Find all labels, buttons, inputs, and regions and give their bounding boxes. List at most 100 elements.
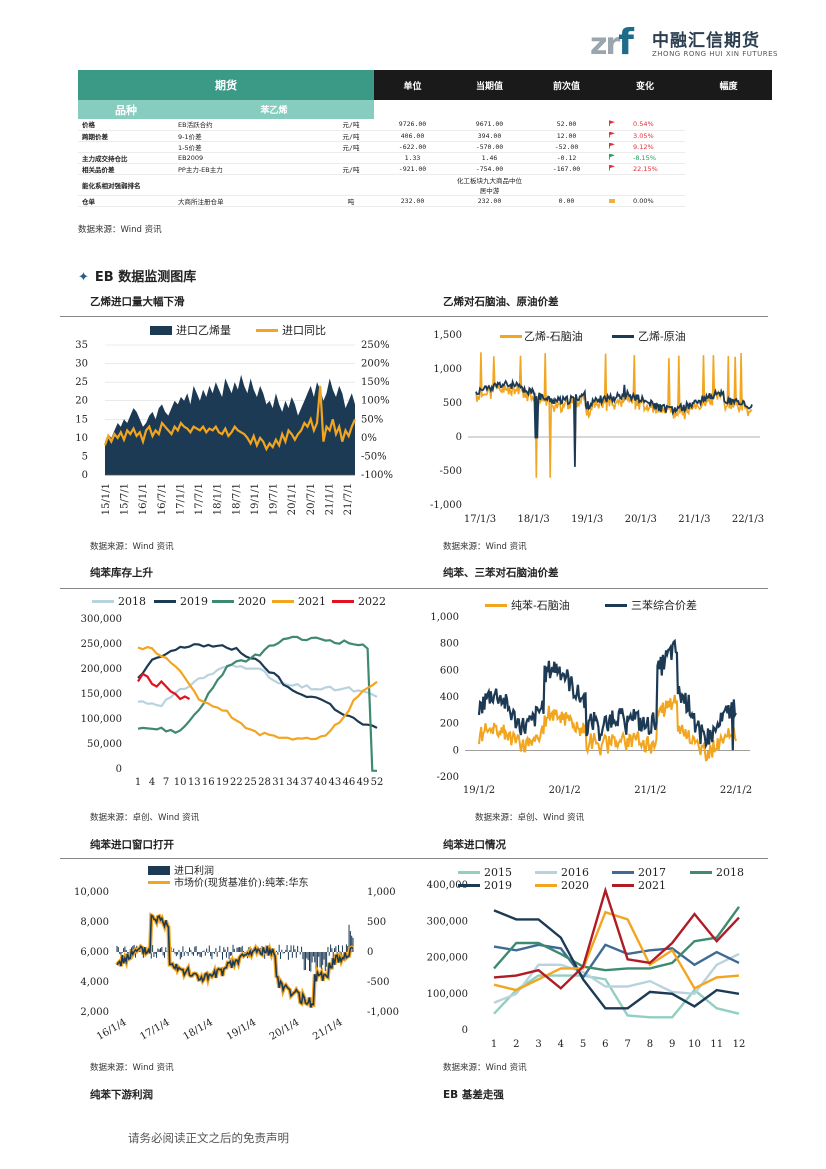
line-benzene-naphtha: [478, 694, 737, 762]
row-previous: 9671.00: [451, 119, 528, 131]
x-tick-label: 16/1/1: [138, 483, 149, 515]
row-label: 主力成交持仓比: [78, 152, 174, 164]
y-tick-label: 5: [82, 451, 88, 462]
x-tick-label: 16/7/1: [157, 483, 168, 515]
y-tick-label: 8,000: [80, 917, 109, 928]
row-amplitude: 9.12%: [605, 141, 685, 153]
table-row: 1-5价差 元/吨 -622.00 -570.00 -52.00 9.12%: [78, 141, 772, 153]
x-tick-label: 25: [244, 777, 257, 788]
chart-ethylene-spreads: -1,000 -500 0 500 1,000 1,500 17/1/3 18/1/3 19/1…: [430, 329, 764, 525]
y-tick-label: 1,500: [433, 330, 462, 341]
y-tick-label: 35: [75, 340, 88, 351]
subheader-styrene: 苯乙烯: [174, 100, 374, 119]
y-tick-label: 0: [116, 764, 122, 775]
row-amplitude-value: 22.15%: [633, 164, 658, 173]
y-tick-label: 200: [440, 719, 459, 730]
row-change: 0.00: [528, 195, 605, 207]
legend-label-spot: 市场价(现货基准价):纯苯:华东: [174, 876, 309, 889]
y-tick-label: 600: [440, 665, 459, 676]
row-item: [174, 174, 328, 196]
row-label: 仓单: [78, 195, 174, 207]
row-amplitude-value: 0.00%: [633, 196, 654, 205]
legend-swatch-2019: [154, 600, 176, 603]
header-previous: 前次值: [528, 70, 605, 100]
chart-benzene-spreads: -200 0 200 400 600 800 1,000 19/1/2 20/1/2 21/1/2…: [430, 598, 752, 796]
x-tick-label: 18/1/1: [213, 483, 224, 515]
area-import-volume: [105, 374, 355, 475]
source-c4: 数据来源：卓创、Wind 资讯: [475, 813, 585, 823]
row-amplitude-value: -8.15%: [633, 153, 656, 162]
y2-tick-label: -50%: [361, 451, 387, 462]
line-spot-price: [116, 914, 354, 1008]
y-tick-label: 0: [453, 745, 459, 756]
y-tick-label: 500: [443, 398, 462, 409]
x-tick-label: 1: [135, 777, 141, 788]
y-tick-label: 30: [75, 359, 88, 370]
x-tick-label: 21/1/1: [324, 483, 335, 515]
x-tick-label: 22/1/2: [720, 785, 752, 796]
y2-tick-label: 200%: [361, 359, 390, 370]
row-unit: 元/吨: [328, 119, 374, 131]
x-tick-label: 20/1/2: [549, 785, 581, 796]
row-change: 12.00: [528, 130, 605, 142]
row-current: 232.00: [374, 195, 451, 207]
row-amplitude: 3.05%: [605, 130, 685, 142]
legend-swatch-2016: [535, 871, 557, 874]
y-tick-label: 10: [75, 433, 88, 444]
x-tick-label: 13: [188, 777, 201, 788]
line-imports-2019: [493, 909, 740, 1010]
line-ethylene-naphtha: [475, 352, 753, 478]
y-tick-label: 6,000: [80, 947, 109, 958]
chart-title-c1: 乙烯进口量大幅下滑: [90, 296, 185, 308]
row-label: 能化系相对强弱排名: [78, 174, 174, 196]
logo-mark: zrf: [590, 22, 634, 63]
row-item: 1-5价差: [174, 141, 328, 153]
x-tick-label: 20/1/3: [625, 514, 657, 525]
legend-swatch-2018: [92, 600, 114, 603]
category-cell: 品种: [78, 100, 174, 119]
section-marker-icon: ✦: [78, 270, 89, 285]
row-current: -921.00: [374, 163, 451, 175]
flag-icon: [609, 131, 615, 138]
x-tick-label: 17/1/4: [138, 1017, 171, 1043]
x-tick-label: 52: [371, 777, 384, 788]
line-imports-2018: [493, 906, 740, 972]
row-label: 价格: [78, 119, 174, 131]
y-tick-label: 1,000: [433, 364, 462, 375]
legend-label-2022: 2022: [358, 595, 386, 608]
header-unit: 单位: [374, 70, 451, 100]
x-tick-label: 22: [230, 777, 243, 788]
legend-label-2020: 2020: [238, 595, 266, 608]
x-tick-label: 15/7/1: [120, 483, 131, 515]
source-c2: 数据来源：Wind 资讯: [443, 542, 527, 552]
x-tick-label: 19/1/3: [571, 514, 603, 525]
legend-label-2019: 2019: [484, 879, 512, 892]
legend-swatch-2022: [332, 600, 354, 603]
row-amplitude-value: 3.05%: [633, 131, 654, 140]
row-item: 9-1价差: [174, 130, 328, 142]
x-tick-label: 4: [149, 777, 155, 788]
y2-tick-label: -500: [367, 977, 389, 988]
x-tick-label: 40: [314, 777, 327, 788]
table-row: 主力成交持仓比 EB2009 1.33 1.46 -0.12 -8.15%: [78, 152, 772, 164]
y2-tick-label: -100%: [361, 470, 393, 481]
table-row: 价格 EB活跃合约 元/吨 9726.00 9671.00 52.00 0.54%: [78, 119, 772, 131]
row-amplitude: 22.15%: [605, 163, 685, 175]
line-three-benzene: [477, 638, 737, 751]
row-amplitude-value: 0.54%: [633, 120, 654, 129]
line-imports-2021: [493, 886, 740, 990]
x-tick-label: 1: [491, 1039, 497, 1050]
line-imports-2020: [493, 910, 740, 992]
y2-tick-label: 250%: [361, 340, 390, 351]
source-c5: 数据来源：Wind 资讯: [90, 1063, 174, 1073]
row-change: [528, 174, 605, 196]
row-current: -622.00: [374, 141, 451, 153]
x-tick-label: 19: [216, 777, 229, 788]
row-unit: 吨: [328, 195, 374, 207]
y-tick-label: -500: [440, 466, 462, 477]
line-inventory-2019: [137, 643, 378, 729]
x-tick-label: 19/1/2: [463, 785, 495, 796]
line-imports-2017: [493, 943, 740, 980]
y2-tick-label: 150%: [361, 377, 390, 388]
